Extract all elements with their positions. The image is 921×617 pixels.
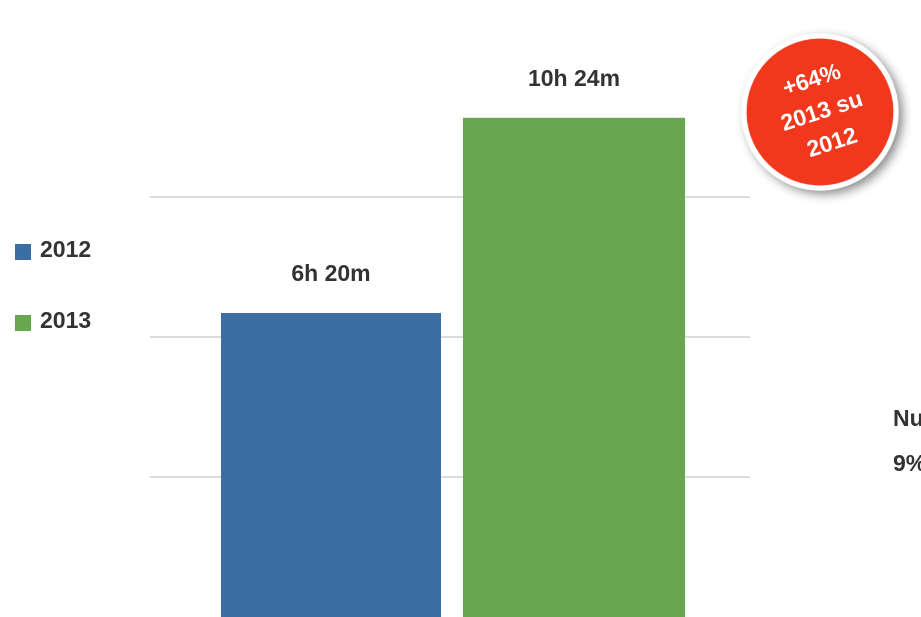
bar [463, 117, 685, 617]
value-label: 10h 24m [528, 65, 620, 91]
badge-circle [741, 33, 899, 191]
legend-swatch [15, 315, 31, 331]
value-label: 6h 20m [291, 260, 370, 286]
legend-label: 2012 [40, 236, 91, 262]
legend-label: 2013 [40, 307, 91, 333]
legend-swatch [15, 244, 31, 260]
side-text: 9% [893, 450, 921, 476]
side-text: Nu [893, 405, 921, 431]
bar [221, 313, 441, 617]
